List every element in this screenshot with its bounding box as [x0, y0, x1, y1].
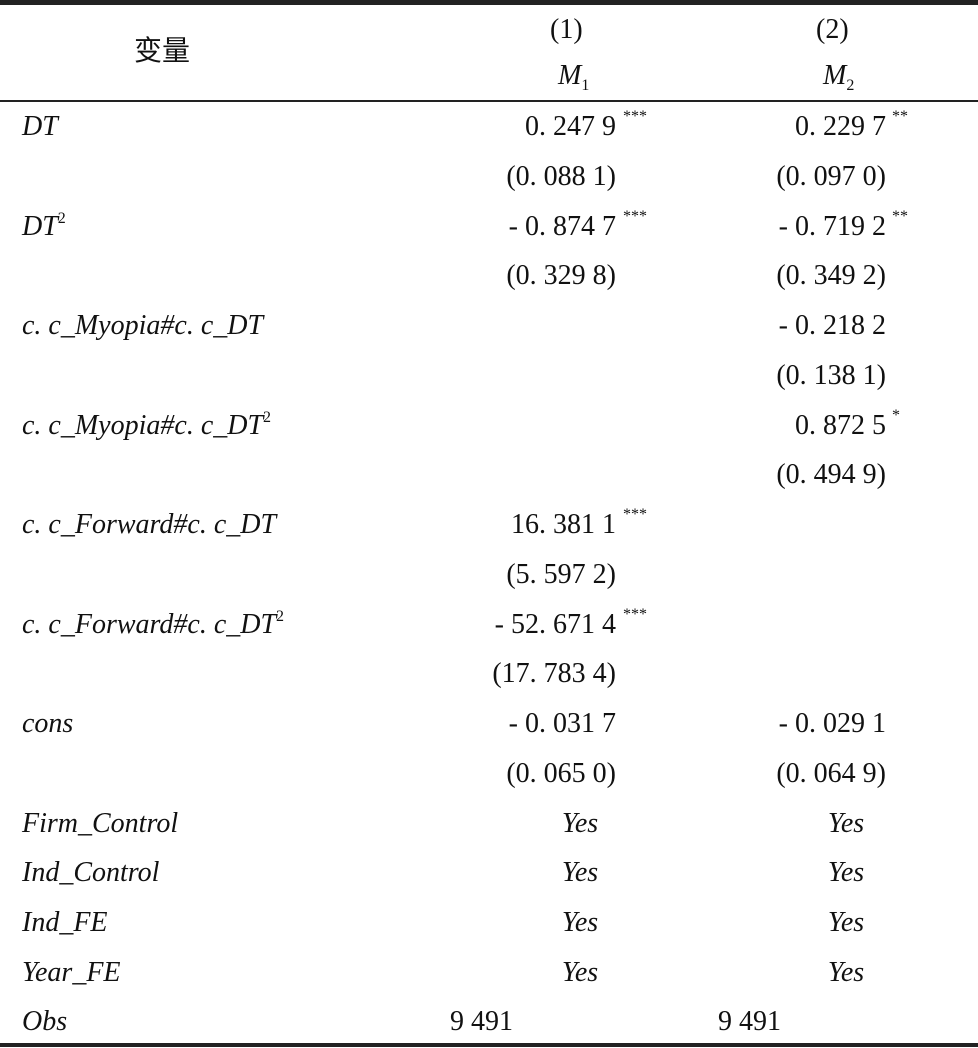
- variable-header: 变量: [134, 36, 191, 67]
- col1-significance: ***: [623, 108, 647, 125]
- col1-control: Yes: [561, 907, 599, 938]
- col1-value: (0. 088 1): [506, 160, 616, 192]
- table-row: (17. 783 4): [0, 654, 978, 694]
- col1-value: (5. 597 2): [506, 558, 616, 590]
- control-label: Firm_Control: [22, 807, 179, 839]
- col2-value: - 0. 218 2: [778, 310, 886, 341]
- table-row: DT 0. 247 9 *** 0. 229 7 **: [0, 107, 978, 147]
- col2-value: (0. 494 9): [776, 459, 886, 491]
- col2-control: Yes: [827, 907, 865, 938]
- control-row: Ind_Control Yes Yes: [0, 853, 978, 893]
- variable-label: c. c_Forward#c. c_DT2: [22, 607, 285, 640]
- col1-significance: ***: [623, 506, 647, 523]
- header-rule: [0, 100, 978, 102]
- col1-number: (1): [550, 14, 583, 45]
- col1-control: Yes: [561, 807, 599, 839]
- col2-significance: **: [892, 207, 908, 225]
- col2-obs: 9 491: [718, 1005, 781, 1037]
- col2-control: Yes: [827, 956, 865, 988]
- table-row: c. c_Myopia#c. c_DT - 0. 218 2: [0, 306, 978, 346]
- col2-control: Yes: [827, 857, 865, 889]
- obs-row: Obs 9 491 9 491: [0, 1002, 978, 1042]
- control-label: Year_FE: [22, 956, 121, 988]
- col1-significance: ***: [623, 605, 647, 623]
- table-row: (0. 088 1) (0. 097 0): [0, 157, 978, 197]
- control-row: Year_FE Yes Yes: [0, 953, 978, 993]
- control-row: Ind_FE Yes Yes: [0, 903, 978, 943]
- table-row: (5. 597 2): [0, 555, 978, 595]
- col1-value: (0. 329 8): [506, 260, 616, 292]
- col2-value: (0. 138 1): [776, 359, 886, 391]
- table-row: (0. 329 8) (0. 349 2): [0, 256, 978, 296]
- col1-control: Yes: [561, 857, 599, 889]
- col1-significance: ***: [623, 207, 647, 225]
- table-row: c. c_Forward#c. c_DT 16. 381 1 ***: [0, 505, 978, 545]
- variable-label: DT2: [22, 209, 66, 242]
- table-row: c. c_Myopia#c. c_DT2 0. 872 5 *: [0, 406, 978, 446]
- col1-value: (17. 783 4): [492, 658, 616, 690]
- col2-value: 0. 872 5: [795, 409, 886, 441]
- col1-value: - 0. 031 7: [508, 708, 616, 739]
- table-row: c. c_Forward#c. c_DT2 - 52. 671 4 ***: [0, 605, 978, 645]
- variable-label: c. c_Myopia#c. c_DT: [22, 310, 264, 341]
- col2-value: - 0. 029 1: [778, 708, 886, 739]
- col2-value: (0. 097 0): [776, 160, 886, 192]
- top-rule: [0, 0, 978, 5]
- col1-obs: 9 491: [450, 1005, 513, 1037]
- table-row: (0. 138 1): [0, 356, 978, 396]
- col2-model: M2: [823, 60, 855, 94]
- obs-label: Obs: [22, 1005, 68, 1037]
- col1-value: 16. 381 1: [511, 509, 616, 540]
- col1-model: M1: [558, 60, 590, 94]
- col2-value: (0. 349 2): [776, 260, 886, 292]
- col2-number: (2): [816, 14, 849, 45]
- control-label: Ind_Control: [22, 857, 160, 889]
- col1-value: - 0. 874 7: [508, 210, 616, 242]
- table-row: cons - 0. 031 7 - 0. 029 1: [0, 704, 978, 744]
- control-label: Ind_FE: [22, 907, 108, 938]
- col1-value: - 52. 671 4: [494, 608, 616, 640]
- variable-label: c. c_Forward#c. c_DT: [22, 509, 277, 540]
- col2-value: - 0. 719 2: [778, 210, 886, 242]
- bottom-rule: [0, 1043, 978, 1047]
- col2-value: (0. 064 9): [776, 757, 886, 789]
- col2-control: Yes: [827, 807, 865, 839]
- table-row: (0. 065 0) (0. 064 9): [0, 754, 978, 794]
- col2-significance: **: [892, 108, 908, 125]
- table-row: DT2 - 0. 874 7 *** - 0. 719 2 **: [0, 207, 978, 247]
- variable-label: cons: [22, 708, 74, 739]
- col2-significance: *: [892, 406, 900, 424]
- control-row: Firm_Control Yes Yes: [0, 804, 978, 844]
- variable-label: c. c_Myopia#c. c_DT2: [22, 408, 272, 441]
- col2-value: 0. 229 7: [795, 111, 886, 142]
- col1-value: 0. 247 9: [525, 111, 616, 142]
- col1-value: (0. 065 0): [506, 757, 616, 789]
- col1-control: Yes: [561, 956, 599, 988]
- variable-label: DT: [22, 111, 58, 142]
- table-row: (0. 494 9): [0, 455, 978, 495]
